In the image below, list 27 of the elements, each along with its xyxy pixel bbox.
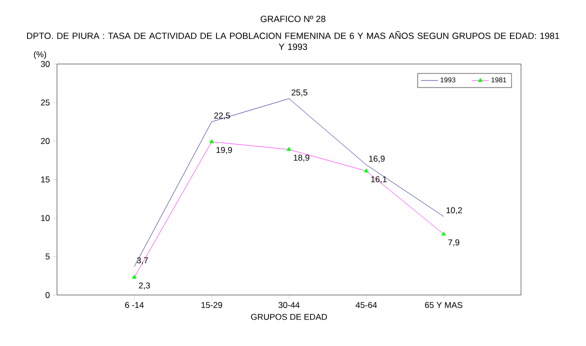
chart-title: GRAFICO Nº 28 [260, 16, 326, 22]
data-label: 16,1 [371, 176, 387, 184]
y-tick-label: 5 [46, 254, 50, 260]
x-tick-label: 6 -14 [125, 302, 144, 308]
x-axis-title: GRUPOS DE EDAD [251, 314, 327, 320]
y-tick-label: 10 [41, 215, 50, 221]
data-label: 18,9 [294, 154, 310, 162]
y-tick-label: 25 [40, 100, 50, 106]
x-tick-label: 30-44 [278, 302, 300, 308]
y-tick-label: 30 [40, 61, 50, 67]
x-tick-label: 45-64 [356, 302, 377, 308]
x-tick-label: 15-29 [201, 302, 222, 308]
data-label: 2,3 [138, 282, 150, 290]
data-label: 3,7 [136, 257, 148, 264]
data-label: 10,2 [446, 207, 462, 214]
data-label: 22,5 [214, 112, 230, 120]
x-tick-label: 65 Y MAS [425, 302, 462, 308]
data-label: 25,5 [292, 89, 308, 96]
data-label: 7,9 [448, 239, 460, 246]
y-tick-label: 0 [46, 292, 50, 298]
line-series [134, 98, 444, 267]
y-axis-title: (%) [34, 51, 46, 59]
y-tick-label: 20 [40, 138, 50, 144]
data-label: 16,9 [369, 156, 385, 163]
y-tick-label: 15 [41, 176, 50, 182]
chart-subtitle: DPTO. DE PIURA : TASA DE ACTIVIDAD DE LA POBLACION FEMENINA DE 6 Y MAS AÑOS SEGUN GRUPOS DE EDAD: 1981 Y 1993 [27, 31, 560, 50]
data-label: 19,9 [216, 146, 232, 154]
